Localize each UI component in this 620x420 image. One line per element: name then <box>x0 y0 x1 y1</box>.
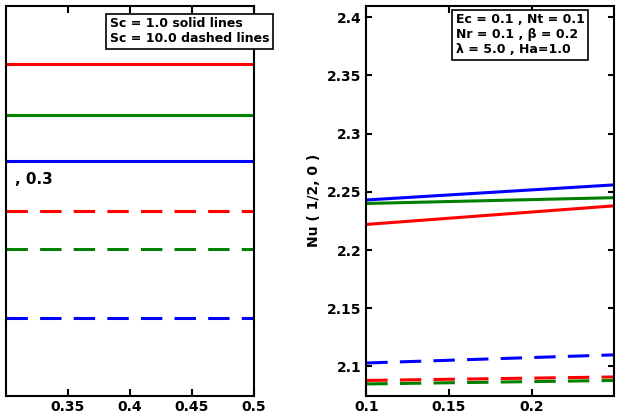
Text: Ec = 0.1 , Nt = 0.1
Nr = 0.1 , β = 0.2
λ = 5.0 , Ha=1.0: Ec = 0.1 , Nt = 0.1 Nr = 0.1 , β = 0.2 λ… <box>456 13 585 56</box>
Text: , 0.3: , 0.3 <box>16 172 53 186</box>
Text: Sc = 1.0 solid lines
Sc = 10.0 dashed lines: Sc = 1.0 solid lines Sc = 10.0 dashed li… <box>110 17 269 45</box>
Y-axis label: Nu ( 1/2, 0 ): Nu ( 1/2, 0 ) <box>308 154 321 247</box>
